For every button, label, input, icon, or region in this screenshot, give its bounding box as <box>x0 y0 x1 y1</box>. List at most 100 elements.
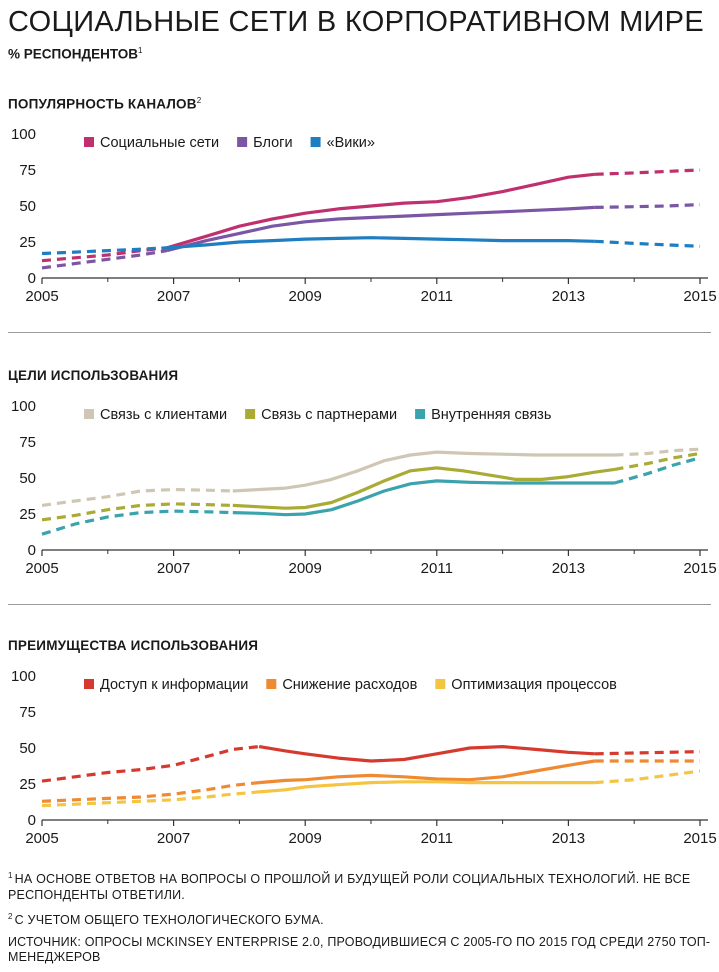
y-tick-label: 100 <box>11 126 36 143</box>
series-line-projected <box>41 502 233 522</box>
chart-usage-goals: 0 25 50 75 100 2005 2007 2009 2011 2013 2015 Связь … <box>11 398 717 577</box>
series-line-projected <box>594 750 701 756</box>
legend-swatch <box>415 409 426 419</box>
legend-label: Связь с клиентами <box>100 407 227 423</box>
series-1 <box>41 745 701 783</box>
series-2 <box>41 203 701 270</box>
section-divider <box>8 332 711 333</box>
subtitle-text: % РЕСПОНДЕНТОВ <box>8 46 138 62</box>
legend-label: Блоги <box>253 135 292 151</box>
legend-swatch <box>84 137 94 147</box>
legend-label: «Вики» <box>327 135 375 151</box>
chart-3-title: ПРЕИМУЩЕСТВА ИСПОЛЬЗОВАНИЯ <box>8 638 258 653</box>
x-tick-label: 2013 <box>552 288 585 305</box>
series-3 <box>41 456 701 536</box>
legend-swatch <box>84 679 94 689</box>
chart-1-title-footnote-mark: 2 <box>196 96 202 105</box>
y-tick-label: 0 <box>28 812 36 829</box>
series-2 <box>41 759 700 803</box>
legend-label: Внутренняя связь <box>431 407 551 423</box>
subtitle-footnote-mark: 1 <box>138 46 143 55</box>
section-divider <box>8 604 711 605</box>
series-3 <box>41 769 701 808</box>
x-tick-label: 2009 <box>289 288 322 305</box>
y-tick-label: 50 <box>19 470 36 487</box>
chart-1-title: ПОПУЛЯРНОСТЬ КАНАЛОВ2 <box>8 96 201 112</box>
legend-swatch <box>84 409 94 419</box>
y-tick-label: 0 <box>28 542 36 559</box>
series-line-actual <box>166 205 595 253</box>
x-tick-label: 2015 <box>683 830 716 847</box>
series-line-actual <box>258 780 595 794</box>
chart-3-title-text: ПРЕИМУЩЕСТВА ИСПОЛЬЗОВАНИЯ <box>8 638 259 653</box>
chart-1-title-text: ПОПУЛЯРНОСТЬ КАНАЛОВ <box>8 96 197 112</box>
legend: Доступ к информации Снижение расходов Опти… <box>84 677 617 693</box>
legend-label: Снижение расходов <box>282 677 417 693</box>
x-tick-label: 2013 <box>552 830 585 847</box>
series-line-projected <box>41 509 233 536</box>
legend-label: Доступ к информации <box>100 677 248 693</box>
y-tick-label: 75 <box>19 162 36 179</box>
source-note: ИСТОЧНИК: ОПРОСЫ MCKINSEY ENTERPRISE 2.0… <box>8 935 713 966</box>
page-title: СОЦИАЛЬНЫЕ СЕТИ В КОРПОРАТИВНОМ МИРЕ <box>8 6 704 38</box>
series-line-projected <box>41 745 260 783</box>
series-line-actual <box>258 745 595 763</box>
y-tick-label: 25 <box>19 776 36 793</box>
y-tick-label: 25 <box>19 506 36 523</box>
legend-swatch <box>435 679 446 689</box>
series-line-projected <box>614 451 701 471</box>
series-line-actual <box>166 236 595 250</box>
chart-channel-popularity: 0 25 50 75 100 2005 2007 2009 2011 2013 2015 Социал… <box>11 126 717 305</box>
series-line-projected <box>594 239 701 248</box>
x-tick-label: 2005 <box>25 288 58 305</box>
y-tick-label: 25 <box>19 234 36 251</box>
y-tick-label: 0 <box>28 270 36 287</box>
series-2 <box>41 451 701 522</box>
series-1 <box>41 168 701 263</box>
footnote-mark: 1 <box>8 871 13 880</box>
footnote-1: 1 НА ОСНОВЕ ОТВЕТОВ НА ВОПРОСЫ О ПРОШЛОЙ … <box>8 868 713 903</box>
series-line-projected <box>41 790 260 808</box>
series-line-projected <box>41 246 168 256</box>
legend-swatch <box>245 409 256 419</box>
chart-2-title: ЦЕЛИ ИСПОЛЬЗОВАНИЯ <box>8 368 178 383</box>
chart-2-title-text: ЦЕЛИ ИСПОЛЬЗОВАНИЯ <box>8 368 179 383</box>
footnote-text: С УЧЕТОМ ОБЩЕГО ТЕХНОЛОГИЧЕСКОГО БУМА. <box>14 913 324 928</box>
series-1 <box>41 447 701 507</box>
legend-swatch <box>310 137 321 147</box>
x-tick-label: 2011 <box>421 830 453 847</box>
y-tick-label: 50 <box>19 740 36 757</box>
legend-label: Социальные сети <box>100 135 219 151</box>
series-line-actual <box>232 479 615 517</box>
legend: Социальные сети Блоги «Вики» <box>84 135 375 151</box>
series-line-projected <box>594 769 701 785</box>
x-tick-label: 2007 <box>157 830 190 847</box>
x-tick-label: 2007 <box>157 288 190 305</box>
series-line-projected <box>41 249 168 270</box>
x-tick-label: 2011 <box>421 288 453 305</box>
x-tick-label: 2009 <box>289 560 322 577</box>
x-tick-label: 2005 <box>25 830 58 847</box>
source-text: ИСТОЧНИК: ОПРОСЫ MCKINSEY ENTERPRISE 2.0… <box>8 934 711 965</box>
series-line-projected <box>594 203 701 209</box>
series-line-projected <box>614 447 701 457</box>
footnotes: 1 НА ОСНОВЕ ОТВЕТОВ НА ВОПРОСЫ О ПРОШЛОЙ … <box>8 868 713 972</box>
series-line-projected <box>41 781 260 803</box>
series-line-projected <box>594 168 701 176</box>
x-tick-label: 2015 <box>683 560 716 577</box>
x-tick-label: 2015 <box>683 288 716 305</box>
x-tick-label: 2013 <box>552 560 585 577</box>
x-tick-label: 2005 <box>25 560 58 577</box>
legend-swatch <box>266 679 277 689</box>
series-line-actual <box>166 172 595 250</box>
legend: Связь с клиентами Связь с партнерами Внутр… <box>84 407 551 423</box>
series-line-projected <box>614 456 701 485</box>
y-tick-label: 50 <box>19 198 36 215</box>
footnote-text: НА ОСНОВЕ ОТВЕТОВ НА ВОПРОСЫ О ПРОШЛОЙ И… <box>8 872 691 902</box>
y-tick-label: 100 <box>11 668 36 685</box>
y-tick-label: 100 <box>11 398 36 415</box>
chart-usage-benefits: 0 25 50 75 100 2005 2007 2009 2011 2013 2015 Доступ… <box>11 668 717 847</box>
legend-label: Оптимизация процессов <box>451 677 617 693</box>
series-line-actual <box>258 759 595 785</box>
